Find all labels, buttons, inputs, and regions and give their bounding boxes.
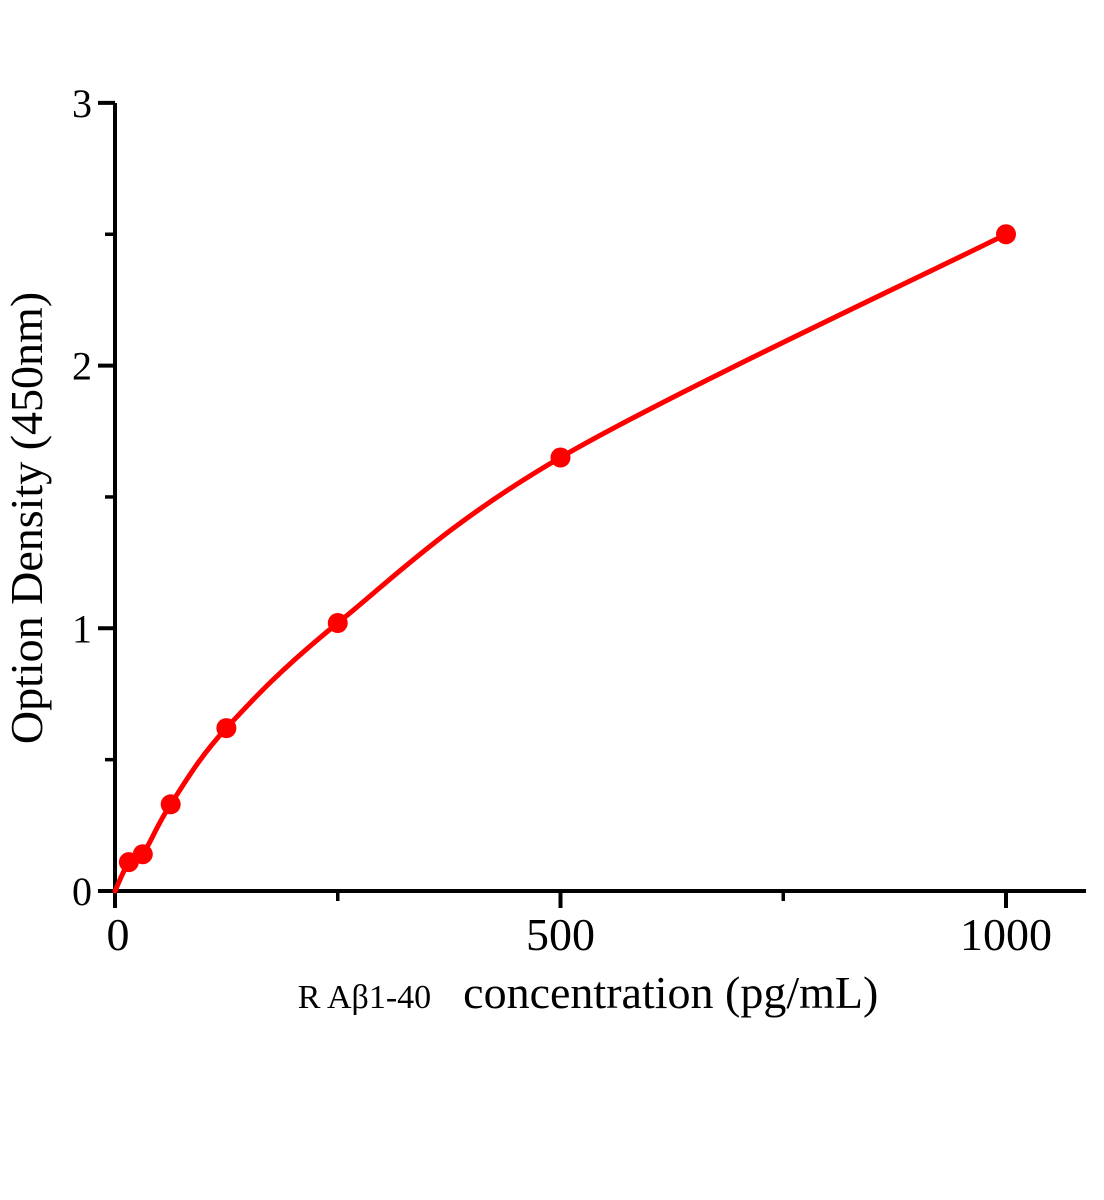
x-tick-label: 0 [107,909,130,960]
data-point [132,844,153,865]
data-point [996,224,1016,245]
data-points [118,224,1016,873]
data-point [216,718,237,739]
y-tick-label: 3 [72,81,92,126]
x-tick-label: 1000 [960,909,1052,960]
x-tick-label: 500 [526,909,595,960]
x-axis-title-main: concentration (pg/mL) [463,967,878,1018]
data-point [160,794,181,815]
y-tick-label: 1 [72,606,92,651]
y-axis-title: Option Density (450nm) [1,292,52,744]
y-axis-tick-labels: 0 1 2 3 [72,81,92,914]
y-tick-label: 2 [72,344,92,389]
y-tick-label: 0 [72,869,92,914]
x-axis-title-prefix: R Aβ1-40 [298,979,431,1016]
data-point [327,613,348,634]
x-axis-tick-labels: 0 500 1000 [107,909,1053,960]
x-axis-title: R Aβ1-40 concentration (pg/mL) [298,967,879,1018]
data-point [550,447,571,468]
x-axis-ticks [113,891,1008,908]
axes: 0 500 1000 0 1 2 3 [72,81,1086,960]
y-axis-ticks [98,100,115,893]
standard-curve-line [112,231,1009,894]
